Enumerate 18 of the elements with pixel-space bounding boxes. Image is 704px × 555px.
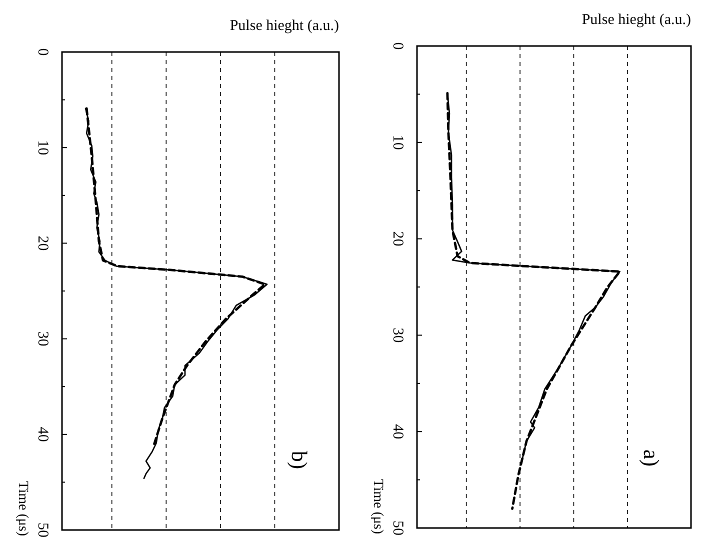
x-axis-title: Pulse hieght (a.u.) — [230, 18, 339, 34]
y-tick-label: 30 — [390, 328, 406, 343]
y-tick-label: 10 — [34, 140, 51, 156]
y-tick-label: 20 — [34, 236, 51, 251]
y-tick-label: 40 — [390, 424, 406, 440]
y-tick-label: 50 — [390, 520, 406, 536]
y-tick-label: 20 — [390, 231, 406, 246]
y-axis-title: Time (μs) — [370, 479, 385, 534]
y-tick-label: 30 — [34, 331, 51, 346]
y-tick-label: 40 — [34, 426, 51, 442]
y-tick-label: 50 — [34, 522, 51, 538]
y-tick-label: 10 — [390, 134, 406, 150]
text: b) — [286, 450, 312, 470]
x-axis-title: Pulse hieght (a.u.) — [582, 12, 691, 28]
y-tick-label: 0 — [34, 48, 51, 56]
text: a) — [638, 449, 664, 467]
y-axis-title: Time (μs) — [14, 481, 30, 536]
y-tick-label: 0 — [390, 42, 406, 50]
